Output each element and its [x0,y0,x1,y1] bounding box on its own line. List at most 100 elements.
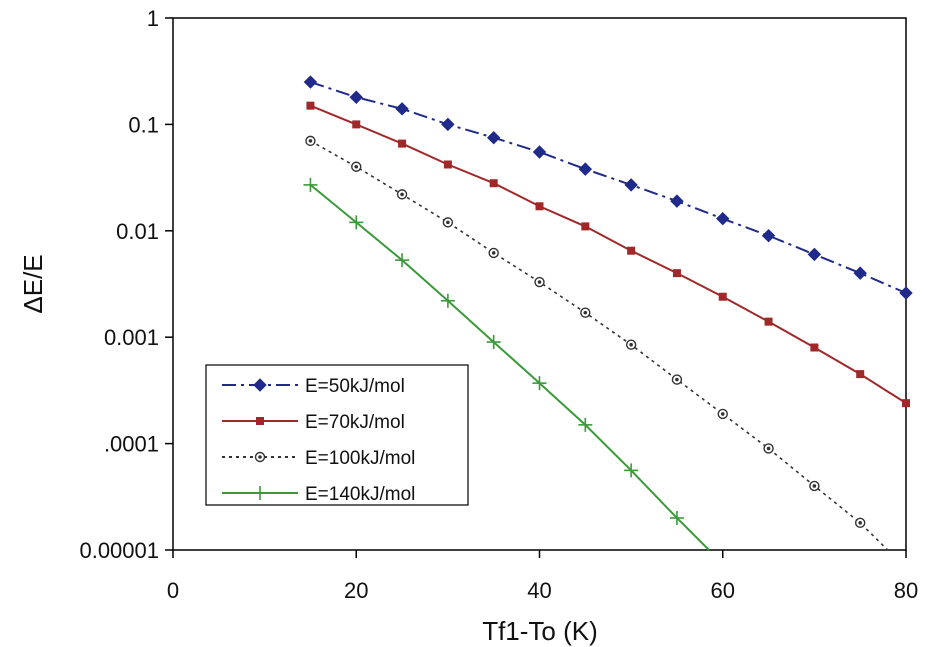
data-point [902,399,910,408]
series-1 [306,101,910,408]
data-point-core [400,192,404,197]
data-point [853,266,867,280]
data-point [441,117,455,132]
x-axis-ticks: 0 20 40 60 80 [167,550,918,603]
data-point [486,335,501,350]
data-point [717,408,728,420]
data-point [671,374,683,385]
data-point [669,510,684,525]
data-point [578,162,593,176]
data-point [395,102,409,116]
series-line [310,140,889,551]
y-tick-label: 0.00001 [79,538,159,563]
legend-marker [253,378,267,392]
legend-marker [254,451,266,463]
data-point [351,161,362,172]
data-point [670,194,684,208]
data-point [716,211,730,226]
legend-marker [253,486,267,500]
data-point [442,217,454,228]
x-axis-title: Tf1-To (K) [482,616,598,646]
data-point [718,292,727,301]
data-point [899,286,913,300]
data-point [488,247,499,259]
data-point [856,370,865,379]
data-point [489,179,498,188]
data-point [303,177,318,192]
legend-marker-core [258,455,262,459]
data-point-core [858,521,862,525]
data-point-core [354,164,359,169]
series-line [310,104,907,404]
data-point [535,202,544,211]
data-point-core [446,220,450,225]
data-point [398,139,407,148]
data-point [396,189,408,200]
data-point [443,160,452,169]
legend-box [205,364,469,506]
data-point-core [720,412,725,416]
data-point [627,246,636,255]
series-line [310,81,907,294]
data-point [625,339,637,350]
data-point [764,317,773,326]
series-0 [303,75,913,300]
data-point [395,253,410,268]
series-3 [303,177,710,551]
legend-label: E=50kJ/mol [305,376,405,397]
data-point [763,443,774,454]
series-line [309,184,710,551]
x-tick-label: 20 [344,578,368,603]
x-tick-label: 60 [711,578,735,603]
y-tick-label: 0.001 [104,325,159,350]
data-point [672,269,681,278]
data-point [532,145,547,159]
y-tick-label: 0.01 [116,219,159,244]
series-2 [305,135,889,551]
data-point [761,228,776,243]
x-tick-label: 40 [527,578,551,603]
legend-marker [256,417,264,425]
data-point [440,293,455,308]
data-point [810,343,819,352]
y-axis-ticks: 1 0.1 0.01 0.001 .0001 0.00001 [79,6,173,563]
y-tick-label: 0.1 [128,112,159,137]
data-point [624,463,639,478]
data-point [581,222,590,231]
data-point-core [812,484,817,488]
data-point [578,417,593,432]
data-point [305,135,316,147]
y-tick-label: 1 [147,6,159,31]
data-point [534,276,545,288]
data-point [306,101,315,110]
data-point-core [308,139,313,143]
data-point [580,307,591,318]
data-point [809,480,820,492]
legend: E=50kJ/mol E=70kJ/mol E=100kJ/mol E=140kJ/m… [205,364,469,506]
data-point-core [629,342,633,347]
x-tick-label: 80 [894,578,918,603]
legend-label: E=70kJ/mol [305,412,405,433]
y-axis-title: ΔE/E [18,254,48,313]
data-point [854,517,866,529]
legend-label: E=100kJ/mol [305,448,415,469]
data-point [532,376,547,391]
data-point [624,178,638,192]
data-point-core [537,280,542,284]
data-point [303,75,318,89]
data-point-core [583,310,588,315]
y-tick-label: .0001 [104,432,159,457]
data-point [349,90,363,104]
data-point [349,215,364,230]
series-layer [303,75,913,551]
x-tick-label: 0 [167,578,179,603]
data-point-core [491,251,496,255]
data-point-core [766,446,771,451]
data-point [352,120,361,129]
legend-label: E=140kJ/mol [305,484,415,505]
data-point-core [675,377,679,382]
data-point [807,247,822,262]
data-point [486,130,501,145]
